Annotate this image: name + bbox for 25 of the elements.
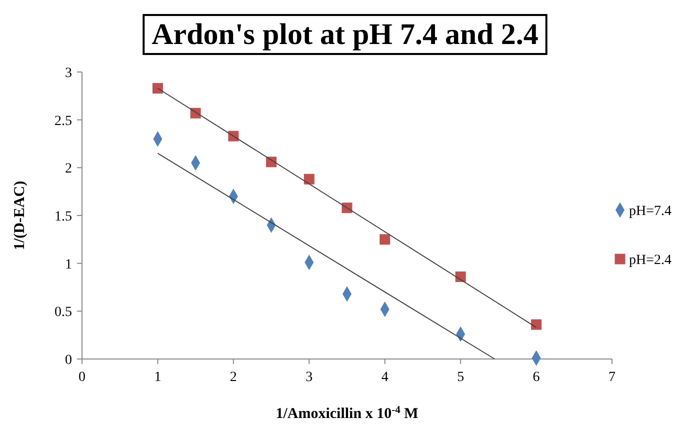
x-tick-label: 7 [608, 370, 616, 385]
y-tick-label: 3 [65, 66, 72, 81]
x-tick-label: 6 [532, 370, 540, 385]
x-tick-label: 2 [230, 370, 237, 385]
x-tick-label: 3 [306, 370, 313, 385]
point [531, 319, 542, 330]
point [152, 83, 163, 94]
legend-label: pH=2.4 [629, 253, 672, 268]
y-tick-label: 0 [65, 353, 72, 368]
x-tick-label: 0 [78, 370, 86, 385]
x-tick-label: 1 [154, 370, 162, 385]
x-axis-title: 1/Amoxicillin x 10$^{-4}$ M [276, 404, 418, 422]
y-tick-label: 2 [65, 162, 72, 177]
y-tick-label: 1 [65, 257, 72, 272]
y-tick-label: 2.5 [54, 114, 72, 129]
chart-title: Ardon's plot at pH 7.4 and 2.4 [152, 18, 538, 51]
y-tick-label: 0.5 [54, 305, 72, 320]
point [304, 174, 314, 184]
point [455, 271, 466, 282]
y-tick-label: 1.5 [54, 210, 72, 224]
point [380, 234, 390, 245]
legend-label: pH=7.4 [629, 204, 672, 219]
x-tick-label: 4 [381, 370, 388, 385]
y-axis-title: 1/(D-EAC) [12, 180, 28, 250]
x-tick-label: 5 [457, 370, 464, 385]
